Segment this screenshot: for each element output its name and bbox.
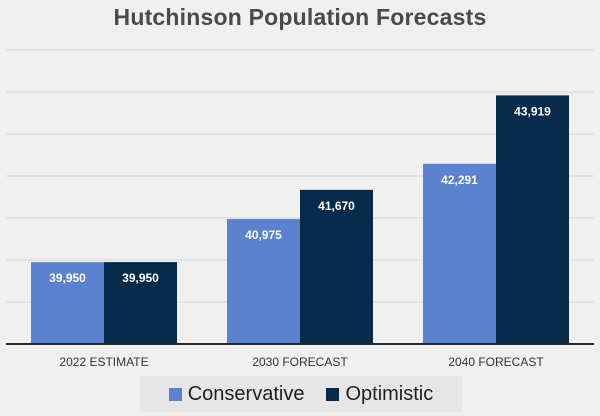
bar-optimistic-1 xyxy=(300,189,373,344)
data-label-conservative-0: 39,950 xyxy=(49,271,86,285)
legend-item-optimistic: Optimistic xyxy=(326,383,433,406)
legend-label-conservative: Conservative xyxy=(187,382,305,405)
legend-label-optimistic: Optimistic xyxy=(345,382,434,405)
legend-swatch-conservative xyxy=(168,387,182,401)
legend-item-conservative: Conservative xyxy=(168,382,305,406)
data-label-optimistic-2: 43,919 xyxy=(514,104,551,118)
chart-title: Hutchinson Population Forecasts xyxy=(113,4,487,30)
bar-optimistic-0 xyxy=(104,262,177,344)
bar-optimistic-2 xyxy=(496,95,569,344)
data-label-conservative-1: 40,975 xyxy=(245,228,282,242)
bar-conservative-1 xyxy=(227,219,300,344)
bar-conservative-0 xyxy=(31,262,104,344)
bar-conservative-2 xyxy=(423,163,496,344)
legend-swatch-optimistic xyxy=(326,387,340,401)
x-tick-label-2: 2040 FORECAST xyxy=(448,355,544,369)
data-label-optimistic-1: 41,670 xyxy=(318,199,355,213)
data-label-conservative-2: 42,291 xyxy=(441,173,478,187)
legend: Conservative Optimistic xyxy=(140,376,462,412)
x-tick-label-0: 2022 ESTIMATE xyxy=(59,355,148,369)
data-label-optimistic-0: 39,950 xyxy=(122,271,159,285)
x-tick-label-1: 2030 FORECAST xyxy=(252,355,348,369)
